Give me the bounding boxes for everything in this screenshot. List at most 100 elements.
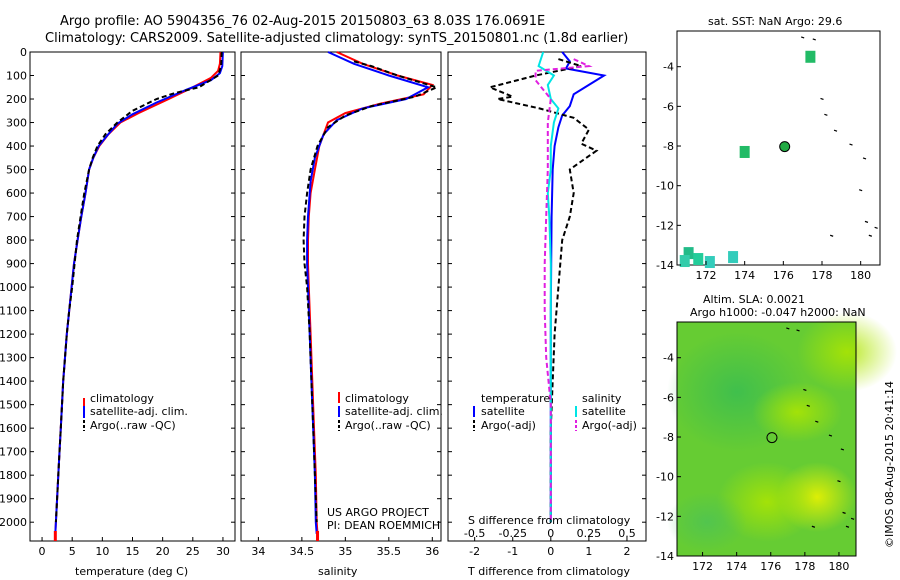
y-tick-label: -12 bbox=[656, 219, 674, 232]
y-tick-label: -4 bbox=[663, 61, 674, 74]
x-tick-label: -1 bbox=[507, 545, 518, 558]
y-tick-label: 200 bbox=[6, 93, 27, 106]
y-tick-label: 1600 bbox=[0, 422, 27, 435]
axes-frame bbox=[447, 51, 647, 542]
island-mark bbox=[824, 113, 828, 116]
island-mark bbox=[868, 234, 873, 237]
x-tick-label: 172 bbox=[696, 269, 717, 282]
salinity-legend: climatology satellite-adj. clim. Argo(..… bbox=[327, 392, 443, 532]
island-mark bbox=[862, 157, 867, 160]
heatmap-region bbox=[797, 312, 897, 392]
x-tick-label-top: 0.25 bbox=[577, 527, 602, 540]
island-mark bbox=[829, 234, 834, 237]
pi-annotation: PI: DEAN ROEMMICH bbox=[327, 519, 440, 532]
y-tick-label: 1000 bbox=[0, 281, 27, 294]
sla-map-title-2: Argo h1000: -0.047 h2000: NaN bbox=[690, 306, 866, 319]
series-line-argo-raw-qc- bbox=[54, 51, 223, 523]
y-tick-label: 2000 bbox=[0, 516, 27, 529]
series-line-climatology bbox=[54, 51, 222, 534]
x-tick-label: 15 bbox=[126, 545, 140, 558]
sla-map-title-1: Altim. SLA: 0.0021 bbox=[703, 293, 805, 306]
island-mark bbox=[858, 189, 863, 192]
y-tick-label: 1400 bbox=[0, 375, 27, 388]
x-tick-label: 20 bbox=[156, 545, 170, 558]
sst-square bbox=[693, 253, 704, 266]
y-tick-label: 1100 bbox=[0, 305, 27, 318]
x-tick-label: 2 bbox=[623, 545, 630, 558]
x-tick-label: 34.5 bbox=[290, 545, 315, 558]
x-tick-label: 1 bbox=[585, 545, 592, 558]
island-mark bbox=[849, 143, 853, 146]
series-line-argo-raw-qc- bbox=[302, 60, 440, 523]
island-mark bbox=[796, 329, 800, 332]
y-tick-label: -6 bbox=[663, 100, 674, 113]
island-mark bbox=[837, 480, 841, 483]
axes-frame bbox=[240, 51, 442, 542]
y-tick-label: -4 bbox=[663, 352, 674, 365]
island-mark bbox=[864, 220, 869, 223]
sst-square bbox=[805, 50, 816, 63]
salinity-panel: 34 34.5 35 35.5 36 bbox=[240, 51, 442, 558]
legend-label: satellite bbox=[481, 405, 525, 418]
s-difference-axis-label: S difference from climatology bbox=[468, 514, 631, 527]
island-mark bbox=[845, 525, 850, 528]
island-mark bbox=[833, 129, 838, 132]
island-mark bbox=[840, 448, 845, 451]
y-tick-label: -14 bbox=[656, 550, 674, 563]
y-tick-label: -10 bbox=[656, 471, 674, 484]
map-frame bbox=[676, 321, 857, 557]
x-tick-label: 176 bbox=[773, 269, 794, 282]
island-mark bbox=[820, 97, 824, 100]
x-tick-label: 172 bbox=[692, 560, 713, 573]
island-mark bbox=[874, 226, 878, 229]
y-tick-label: 1500 bbox=[0, 399, 27, 412]
series-line-argo-adj- bbox=[486, 58, 599, 523]
y-tick-label: 1300 bbox=[0, 352, 27, 365]
y-tick-label: 900 bbox=[6, 258, 27, 271]
x-tick-label: 36 bbox=[425, 545, 439, 558]
sst-map-title: sat. SST: NaN Argo: 29.6 bbox=[708, 15, 842, 28]
y-tick-label: -12 bbox=[656, 510, 674, 523]
sst-square bbox=[683, 247, 694, 260]
x-tick-label-top: 0 bbox=[547, 527, 554, 540]
x-tick-label: 5 bbox=[69, 545, 76, 558]
y-tick-label: -8 bbox=[663, 140, 674, 153]
y-tick-label: 800 bbox=[6, 234, 27, 247]
x-tick-label: -2 bbox=[469, 545, 480, 558]
island-mark bbox=[806, 404, 810, 407]
title-line-1: Argo profile: AO 5904356_76 02-Aug-2015 … bbox=[60, 14, 545, 29]
x-tick-label: 34 bbox=[251, 545, 265, 558]
island-mark bbox=[828, 434, 833, 437]
series-line-satellite-adj-clim- bbox=[54, 51, 224, 534]
x-tick-label: 35 bbox=[338, 545, 352, 558]
sla-map-panel: 172 174 176 178 180 -4 -6 -8 -10 -12 -14 bbox=[656, 312, 897, 573]
x-tick-label: 180 bbox=[828, 560, 849, 573]
salinity-axis-label: salinity bbox=[318, 565, 358, 578]
legend-label: satellite-adj. clim. bbox=[90, 405, 188, 418]
x-tick-label: 10 bbox=[95, 545, 109, 558]
sst-square bbox=[679, 255, 690, 268]
series-line-satellite bbox=[537, 51, 560, 523]
temperature-axis-label: temperature (deg C) bbox=[75, 565, 188, 578]
argo-position-marker bbox=[766, 432, 778, 444]
x-tick-label: 0 bbox=[547, 545, 554, 558]
legend-label: Argo(..raw -QC) bbox=[345, 419, 431, 432]
island-mark bbox=[812, 38, 816, 41]
sst-square bbox=[704, 256, 715, 269]
x-tick-label: 35.5 bbox=[377, 545, 402, 558]
y-tick-label: 600 bbox=[6, 187, 27, 200]
imos-stamp: ©IMOS 08-Aug-2015 20:41:14 bbox=[883, 381, 896, 548]
y-tick-label: 300 bbox=[6, 117, 27, 130]
legend-label: satellite-adj. clim. bbox=[345, 405, 443, 418]
island-mark bbox=[850, 517, 855, 520]
legend-header-temperature: temperature bbox=[481, 392, 550, 405]
series-line-argo-adj- bbox=[534, 58, 593, 523]
y-tick-label: 0 bbox=[20, 46, 27, 59]
island-mark bbox=[803, 388, 807, 391]
y-tick-label: 400 bbox=[6, 140, 27, 153]
y-tick-label: 700 bbox=[6, 211, 27, 224]
x-tick-label: 25 bbox=[186, 545, 200, 558]
difference-panel: -2 -1 0 1 2 -0.5 -0.25 0 0.25 0.5 bbox=[447, 51, 647, 558]
island-mark bbox=[842, 511, 846, 514]
x-tick-label: 176 bbox=[760, 560, 781, 573]
